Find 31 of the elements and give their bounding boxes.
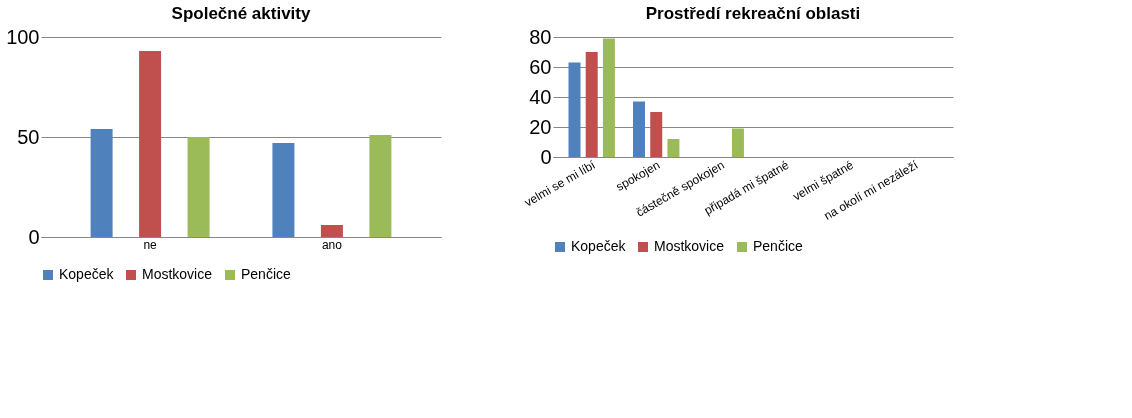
y-tick-label: 0 — [540, 145, 552, 168]
y-tick-label: 100 — [6, 25, 40, 48]
y-tick-label: 50 — [17, 125, 40, 148]
y-tick-label: 80 — [529, 25, 552, 48]
x-tick-label: ne — [143, 237, 158, 252]
legend-label: Mostkovice — [654, 238, 725, 254]
legend-label: Kopeček — [59, 266, 115, 282]
chart-title: Společné aktivity — [171, 4, 311, 23]
bar — [139, 51, 162, 237]
bar — [602, 38, 615, 157]
bar — [90, 129, 113, 237]
legend-label: Mostkovice — [142, 266, 213, 282]
bar — [369, 135, 392, 237]
bar — [320, 225, 343, 237]
y-tick-label: 60 — [529, 55, 552, 78]
bar — [667, 139, 680, 157]
x-tick-label: ano — [321, 237, 343, 252]
bar — [731, 128, 744, 157]
chart-title: Prostředí rekreační oblasti — [645, 4, 861, 23]
bar — [272, 143, 295, 237]
bar — [187, 137, 210, 237]
bar — [568, 62, 581, 157]
bar — [633, 101, 646, 157]
legend-label: Kopeček — [571, 238, 627, 254]
legend-label: Penčice — [241, 266, 292, 282]
legend-label: Penčice — [753, 238, 804, 254]
bar — [585, 52, 598, 157]
y-tick-label: 20 — [529, 115, 552, 138]
y-tick-label: 0 — [28, 225, 40, 248]
bar — [650, 112, 663, 157]
y-tick-label: 40 — [529, 85, 552, 108]
